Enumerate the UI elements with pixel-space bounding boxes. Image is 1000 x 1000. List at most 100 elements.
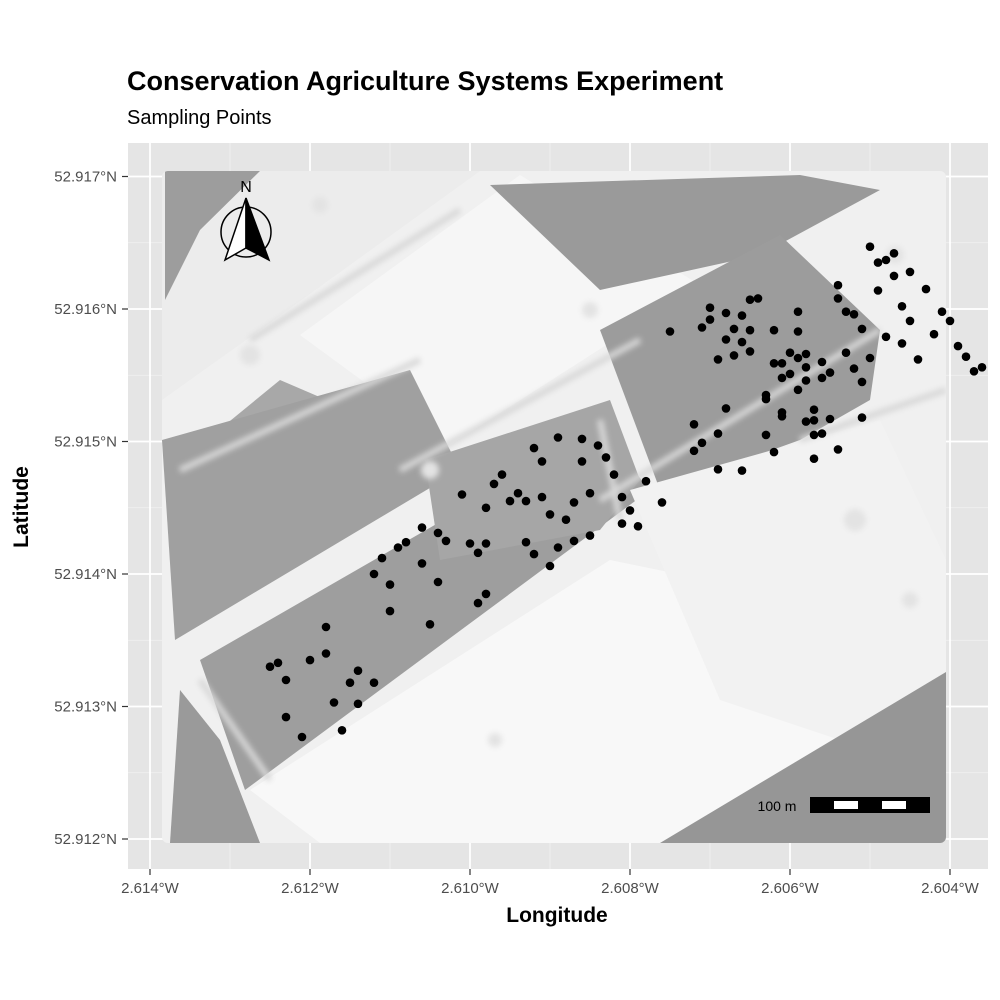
- sampling-point: [897, 302, 907, 311]
- sampling-point: [593, 441, 603, 450]
- sampling-point: [465, 539, 475, 548]
- sampling-point: [761, 430, 771, 440]
- sampling-point: [937, 307, 947, 317]
- sampling-point: [849, 364, 859, 373]
- sampling-point: [721, 404, 731, 413]
- sampling-point: [729, 324, 739, 334]
- sampling-point: [537, 492, 547, 502]
- sampling-point: [737, 311, 747, 320]
- sampling-point: [329, 698, 339, 707]
- sampling-point: [833, 445, 843, 454]
- y-axis-title: Latitude: [10, 466, 33, 548]
- sampling-point: [945, 316, 955, 326]
- sampling-point: [769, 447, 779, 457]
- sampling-point: [817, 357, 827, 367]
- sampling-point: [633, 522, 643, 531]
- sampling-point: [873, 286, 883, 295]
- sampling-point: [641, 476, 651, 486]
- scale-bar: 100 m: [758, 797, 930, 814]
- sampling-point: [353, 699, 363, 709]
- sampling-point: [785, 369, 795, 379]
- sampling-point: [857, 377, 867, 387]
- sampling-point: [801, 363, 811, 372]
- sampling-point: [505, 496, 515, 506]
- sampling-point: [721, 308, 731, 318]
- sampling-point: [457, 490, 467, 499]
- sampling-point: [801, 376, 811, 385]
- sampling-point: [297, 732, 307, 742]
- sampling-point: [921, 284, 931, 294]
- sampling-point: [305, 655, 315, 665]
- sampling-point: [433, 577, 443, 587]
- sampling-point: [577, 434, 587, 444]
- sampling-point: [481, 589, 491, 599]
- sampling-point: [785, 348, 795, 358]
- sampling-point: [737, 337, 747, 347]
- sampling-point: [897, 339, 907, 348]
- y-tick-label: 52.916°N: [54, 301, 117, 318]
- sampling-point: [713, 465, 723, 474]
- x-tick-label: 2.606°W: [761, 880, 820, 897]
- sampling-point: [377, 553, 387, 563]
- sampling-point: [713, 355, 723, 364]
- sampling-point: [793, 307, 803, 317]
- sampling-point: [401, 537, 411, 547]
- sampling-point: [553, 433, 563, 442]
- sampling-point: [769, 325, 779, 335]
- sampling-point: [625, 506, 635, 515]
- sampling-point: [561, 515, 571, 524]
- sampling-point: [353, 666, 363, 675]
- sampling-point: [801, 417, 811, 426]
- sampling-point: [521, 496, 531, 506]
- sampling-point: [841, 348, 851, 358]
- sampling-point: [529, 443, 539, 453]
- sampling-point: [753, 294, 763, 303]
- sampling-point: [513, 488, 523, 498]
- chart-subtitle: Sampling Points: [127, 107, 272, 129]
- sampling-point: [617, 492, 627, 502]
- sampling-point: [265, 662, 275, 671]
- x-tick-label: 2.612°W: [281, 880, 340, 897]
- sampling-point: [665, 327, 675, 336]
- sampling-point: [321, 649, 331, 658]
- sampling-point: [745, 295, 755, 305]
- sampling-point: [721, 335, 731, 344]
- sampling-point: [705, 315, 715, 324]
- sampling-point: [793, 385, 803, 395]
- sampling-point: [833, 294, 843, 303]
- x-axis-title: Longitude: [506, 904, 607, 927]
- chart-title: Conservation Agriculture Systems Experim…: [127, 66, 724, 96]
- sampling-point: [793, 353, 803, 363]
- y-tick-label: 52.913°N: [54, 699, 117, 716]
- sampling-point: [729, 351, 739, 360]
- sampling-point: [553, 543, 563, 552]
- x-axis: 2.614°W 2.612°W 2.610°W 2.608°W 2.606°W 2.604…: [121, 869, 980, 897]
- sampling-point: [817, 373, 827, 383]
- sampling-point: [697, 323, 707, 332]
- scale-bar-label: 100 m: [758, 798, 797, 814]
- sampling-point: [833, 280, 843, 290]
- y-tick-label: 52.917°N: [54, 169, 117, 186]
- aerial-image: [162, 171, 946, 843]
- sampling-point: [769, 359, 779, 368]
- sampling-point: [825, 414, 835, 424]
- sampling-point: [777, 412, 787, 421]
- sampling-point: [385, 580, 395, 589]
- sampling-point: [809, 416, 819, 425]
- sampling-point: [585, 531, 595, 540]
- sampling-point: [545, 561, 555, 571]
- sampling-point: [393, 543, 403, 552]
- sampling-point: [809, 405, 819, 415]
- sampling-point: [585, 488, 595, 498]
- sampling-point: [889, 271, 899, 281]
- sampling-point: [569, 498, 579, 507]
- sampling-point: [433, 528, 443, 538]
- sampling-point: [953, 341, 963, 351]
- sampling-point: [865, 242, 875, 251]
- sampling-point: [569, 536, 579, 546]
- y-tick-label: 52.914°N: [54, 566, 117, 583]
- sampling-point: [913, 355, 923, 364]
- sampling-point: [281, 712, 291, 722]
- x-tick-label: 2.610°W: [441, 880, 500, 897]
- sampling-point: [577, 457, 587, 466]
